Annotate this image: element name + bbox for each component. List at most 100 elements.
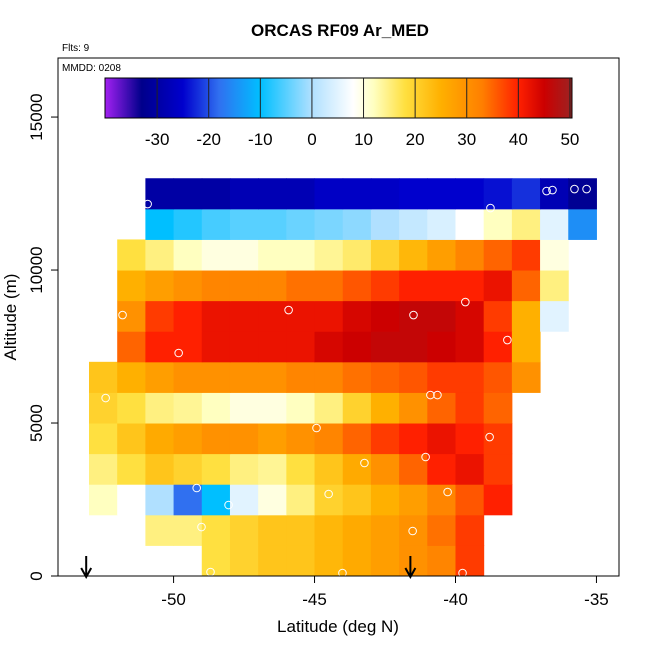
- heatmap-cell: [455, 545, 485, 577]
- heatmap-cell: [314, 514, 344, 546]
- heatmap-cell: [314, 300, 344, 332]
- heatmap-cell: [511, 178, 541, 210]
- heatmap-cell: [455, 392, 485, 424]
- heatmap-cell: [201, 514, 231, 546]
- heatmap-cell: [229, 208, 259, 240]
- heatmap-cell: [399, 270, 428, 302]
- sample-point: [174, 348, 183, 358]
- heatmap-cell: [540, 270, 569, 302]
- sample-point: [486, 203, 495, 213]
- heatmap-cell: [117, 453, 146, 485]
- heatmap-cell: [427, 453, 456, 485]
- heatmap-cell: [201, 300, 231, 332]
- colorbar-tick-label: 50: [560, 130, 579, 149]
- heatmap-cell: [258, 514, 287, 546]
- heatmap-cell: [427, 514, 456, 546]
- flight-arrow: [80, 556, 93, 580]
- heatmap-cell: [455, 208, 485, 240]
- heatmap-cell: [427, 361, 456, 393]
- colorbar-tick-label: 40: [509, 130, 528, 149]
- heatmap-cell: [399, 423, 428, 455]
- heatmap-cell: [145, 208, 175, 240]
- heatmap-cell: [286, 300, 316, 332]
- heatmap-cell: [145, 484, 175, 516]
- colorbar-tick-label: -10: [248, 130, 273, 149]
- sample-point: [542, 186, 551, 196]
- heatmap-cell: [427, 484, 456, 516]
- heatmap-cell: [427, 331, 456, 363]
- heatmap-cell: [370, 423, 400, 455]
- heatmap-cell: [483, 423, 513, 455]
- heatmap-cell: [427, 270, 456, 302]
- heatmap-cell: [370, 208, 400, 240]
- heatmap-cell: [229, 423, 259, 455]
- heatmap-cell: [145, 331, 175, 363]
- heatmap-cell: [483, 392, 513, 424]
- heatmap-cell: [229, 331, 259, 363]
- sample-point: [433, 390, 442, 400]
- heatmap-cell: [173, 423, 203, 455]
- heatmap-cell: [286, 453, 316, 485]
- sample-point: [284, 305, 293, 315]
- heatmap-cell: [370, 392, 400, 424]
- heatmap-cell: [173, 270, 203, 302]
- heatmap-cell: [370, 239, 400, 271]
- heatmap-cell: [342, 514, 372, 546]
- heatmap-cell: [286, 239, 316, 271]
- heatmap-cell: [427, 239, 456, 271]
- colorbar-tick-label: -20: [196, 130, 221, 149]
- heatmap-cell: [117, 270, 146, 302]
- heatmap-cell: [511, 331, 541, 363]
- heatmap-cell: [342, 239, 372, 271]
- y-axis-label: Altitude (m): [1, 274, 20, 361]
- heatmap-cell: [117, 300, 146, 332]
- heatmap-cell: [342, 361, 372, 393]
- heatmap-cell: [258, 361, 287, 393]
- y-tick-label: 10000: [27, 246, 46, 293]
- heatmap-cell: [286, 270, 316, 302]
- heatmap-cell: [399, 208, 428, 240]
- heatmap-cell: [399, 178, 428, 210]
- heatmap-cell: [173, 392, 203, 424]
- sample-point: [312, 423, 321, 433]
- colorbar: [104, 77, 573, 119]
- heatmap-cell: [511, 239, 541, 271]
- heatmap-cell: [314, 208, 344, 240]
- heatmap-cell: [568, 208, 597, 240]
- heatmap-cell: [427, 208, 456, 240]
- heatmap-cell: [258, 545, 287, 577]
- heatmap-cell: [540, 300, 569, 332]
- heatmap-cell: [117, 361, 146, 393]
- heatmap-cell: [511, 270, 541, 302]
- heatmap-cell: [89, 423, 118, 455]
- heatmap-cell: [145, 239, 175, 271]
- x-axis-label: Latitude (deg N): [277, 617, 399, 636]
- x-tick-label: -40: [443, 590, 468, 609]
- y-tick-label: 15000: [27, 93, 46, 140]
- heatmap-cell: [173, 208, 203, 240]
- heatmap-cell: [286, 361, 316, 393]
- sample-point: [421, 452, 430, 462]
- heatmap-cell: [145, 453, 175, 485]
- heatmap-cell: [89, 392, 118, 424]
- heatmap-cell: [568, 178, 597, 210]
- heatmap-cell: [314, 178, 344, 210]
- sample-point: [324, 489, 333, 499]
- heatmap-cell: [314, 423, 344, 455]
- heatmap-cell: [455, 270, 485, 302]
- sample-point: [570, 184, 579, 194]
- heatmap-cell: [370, 361, 400, 393]
- heatmap-cell: [370, 331, 400, 363]
- heatmap-cell: [314, 545, 344, 577]
- heatmap-cell: [399, 300, 428, 332]
- heatmap-cell: [145, 300, 175, 332]
- sample-point: [192, 483, 201, 493]
- heatmap-cell: [201, 331, 231, 363]
- heatmap-cell: [145, 178, 175, 210]
- heatmap-cell: [173, 514, 203, 546]
- heatmap-cell: [258, 484, 287, 516]
- heatmap-cell: [483, 453, 513, 485]
- heatmap-cell: [314, 239, 344, 271]
- heatmap-cell: [427, 300, 456, 332]
- sample-point: [118, 310, 127, 320]
